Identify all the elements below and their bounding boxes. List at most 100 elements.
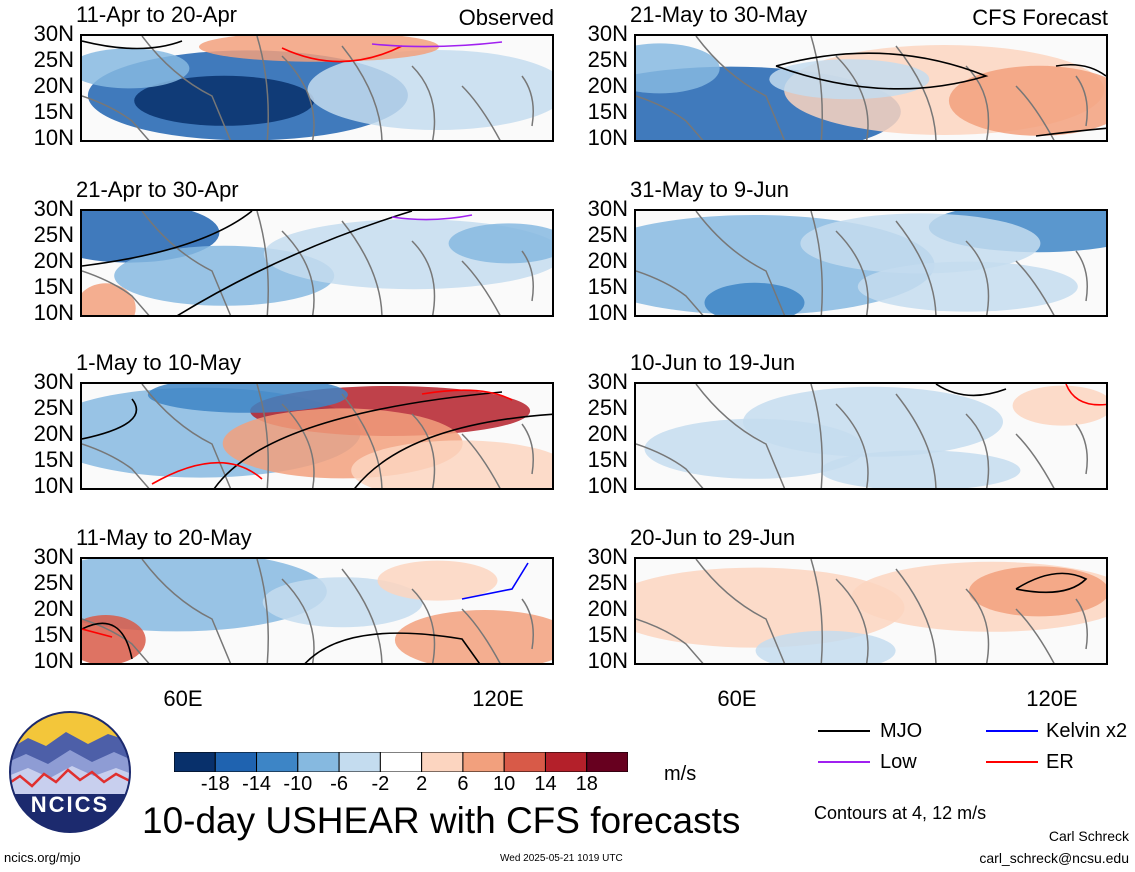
lat-label: 10N: [587, 125, 628, 150]
lat-label: 30N: [587, 21, 628, 46]
wave-contour: [1065, 384, 1106, 406]
colorbar-swatch: [462, 751, 505, 773]
wave-contour: [1015, 572, 1088, 594]
lat-label: 30N: [33, 544, 74, 569]
contour-note: Contours at 4, 12 m/s: [814, 803, 987, 823]
colorbar-tick-label: -2: [371, 773, 390, 795]
wave-contour: [151, 461, 263, 485]
map-field: [636, 36, 1106, 140]
lat-label: 15N: [33, 274, 74, 299]
lat-label: 10N: [587, 473, 628, 498]
panel-title: 21-Apr to 30-Apr: [76, 177, 239, 202]
coastline: [636, 559, 1088, 663]
lat-label: 20N: [587, 421, 628, 446]
coastline: [82, 36, 534, 140]
shear-anomaly-region: [857, 261, 1078, 312]
map-panel: [634, 557, 1108, 665]
wave-contour: [304, 632, 481, 663]
panel-title: 10-Jun to 19-Jun: [630, 350, 796, 375]
wave-contour: [354, 413, 552, 488]
lat-label: 15N: [587, 622, 628, 647]
lat-label: 25N: [587, 395, 628, 420]
lat-label: 20N: [587, 248, 628, 273]
main-title: 10-day USHEAR with CFS forecasts: [142, 800, 741, 841]
legend-label-mjo: MJO: [880, 720, 923, 742]
lat-label: 10N: [33, 648, 74, 673]
lat-label: 10N: [33, 300, 74, 325]
lat-label: 20N: [33, 596, 74, 621]
lat-label: 30N: [587, 196, 628, 221]
panel-title: 11-Apr to 20-Apr: [76, 2, 238, 27]
lat-label: 15N: [33, 622, 74, 647]
lat-label: 25N: [33, 47, 74, 72]
lat-label: 10N: [587, 648, 628, 673]
colorbar-swatch: [544, 751, 588, 773]
ncics-logo[interactable]: NCICS: [8, 710, 132, 834]
panel-title: 21-May to 30-May: [630, 2, 808, 27]
lat-label: 30N: [33, 369, 74, 394]
colorbar-swatch: [214, 751, 258, 773]
colorbar-swatch: [173, 751, 216, 773]
colorbar-unit: m/s: [664, 763, 697, 785]
shear-anomaly-region: [82, 559, 327, 632]
panel-title: 1-May to 10-May: [76, 350, 242, 375]
lat-label: 20N: [587, 73, 628, 98]
wave-contour: [82, 398, 138, 440]
colorbar-tick-label: -14: [242, 773, 271, 795]
coastline: [636, 211, 1088, 315]
lat-label: 20N: [33, 421, 74, 446]
wave-contour: [82, 628, 113, 638]
lat-label: 25N: [587, 47, 628, 72]
footer-timestamp: Wed 2025-05-21 1019 UTC: [500, 853, 623, 864]
shear-anomaly-region: [262, 577, 423, 628]
legend-lines: [818, 730, 1038, 763]
lat-label: 20N: [587, 596, 628, 621]
wave-contour: [213, 391, 503, 488]
lat-label: 25N: [33, 222, 74, 247]
footer-email[interactable]: carl_schreck@ncsu.edu: [979, 850, 1129, 866]
map-field: [82, 384, 552, 488]
legend-label-low: Low: [880, 751, 917, 773]
colorbar-swatch: [256, 751, 299, 773]
colorbar-swatch: [338, 751, 381, 773]
map-panel: [80, 209, 554, 317]
colorbar-tick-label: 18: [575, 773, 598, 795]
map-field: [636, 211, 1106, 315]
colorbar-tick-label: -10: [283, 773, 313, 795]
wave-contour: [82, 40, 183, 50]
lat-label: 20N: [33, 73, 74, 98]
wave-contour: [177, 211, 413, 315]
lat-label: 15N: [33, 447, 74, 472]
lat-label: 20N: [33, 248, 74, 273]
lat-label: 15N: [587, 274, 628, 299]
map-panel: [80, 34, 554, 142]
legend-label-er: ER: [1046, 751, 1074, 773]
colorbar-tick-label: -18: [200, 773, 230, 795]
shear-anomaly-region: [636, 43, 720, 94]
shear-anomaly-region: [704, 282, 805, 315]
lat-label: 25N: [587, 570, 628, 595]
shear-anomaly-region: [82, 283, 136, 315]
shear-anomaly-region: [448, 223, 552, 264]
colorbar-swatch: [586, 751, 629, 773]
colorbar-tick-label: 2: [416, 773, 428, 795]
lat-label: 15N: [587, 447, 628, 472]
shear-anomaly-region: [755, 630, 896, 663]
wave-contour: [371, 41, 503, 48]
wave-contour: [1055, 63, 1106, 77]
lat-label: 15N: [587, 99, 628, 124]
map-panel: [634, 382, 1108, 490]
footer-url[interactable]: ncics.org/mjo: [4, 850, 81, 865]
lat-label: 25N: [33, 395, 74, 420]
wave-contour: [461, 562, 529, 600]
shear-anomaly-region: [1012, 385, 1106, 426]
lon-label-120e-left: 120E: [472, 686, 524, 711]
wave-contour: [281, 45, 403, 63]
shear-anomaly-region: [82, 48, 190, 89]
colorbar-swatch: [379, 751, 423, 773]
logo-text: NCICS: [30, 792, 110, 817]
map-field: [82, 36, 552, 140]
map-panel: [80, 382, 554, 490]
shear-anomaly-region: [644, 418, 865, 479]
wave-contour: [421, 389, 513, 401]
